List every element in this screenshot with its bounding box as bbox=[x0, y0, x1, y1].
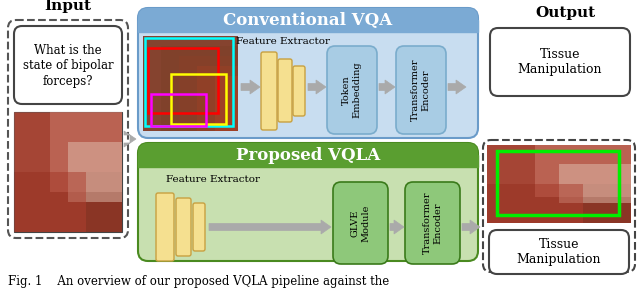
FancyBboxPatch shape bbox=[138, 8, 478, 138]
Bar bbox=[138, 20, 478, 32]
Polygon shape bbox=[241, 80, 260, 94]
FancyBboxPatch shape bbox=[405, 182, 460, 264]
Polygon shape bbox=[124, 131, 136, 147]
FancyBboxPatch shape bbox=[138, 8, 478, 32]
FancyBboxPatch shape bbox=[327, 46, 377, 134]
Bar bbox=[197, 66, 238, 131]
Bar bbox=[143, 36, 238, 131]
Bar bbox=[14, 172, 86, 232]
Text: GLVE
Module: GLVE Module bbox=[351, 204, 370, 242]
FancyBboxPatch shape bbox=[176, 198, 191, 256]
Text: Token
Embedding: Token Embedding bbox=[342, 62, 362, 118]
Text: Feature Extractor: Feature Extractor bbox=[166, 175, 260, 184]
Text: What is the
state of bipolar
forceps?: What is the state of bipolar forceps? bbox=[22, 44, 113, 88]
FancyBboxPatch shape bbox=[333, 182, 388, 264]
Text: Tissue
Manipulation: Tissue Manipulation bbox=[516, 238, 601, 266]
Bar bbox=[151, 94, 206, 126]
Bar bbox=[14, 112, 122, 172]
Polygon shape bbox=[448, 80, 466, 94]
Polygon shape bbox=[390, 220, 404, 234]
Bar bbox=[487, 184, 583, 223]
Text: Fig. 1    An overview of our proposed VQLA pipeline against the: Fig. 1 An overview of our proposed VQLA … bbox=[8, 276, 389, 289]
FancyBboxPatch shape bbox=[138, 143, 478, 261]
Bar bbox=[179, 56, 238, 131]
FancyBboxPatch shape bbox=[193, 203, 205, 251]
Bar bbox=[138, 155, 478, 167]
Text: Transformer
Encoder: Transformer Encoder bbox=[412, 59, 431, 121]
FancyBboxPatch shape bbox=[396, 46, 446, 134]
Text: Conventional VQA: Conventional VQA bbox=[223, 12, 392, 30]
Text: Input: Input bbox=[45, 0, 92, 13]
FancyBboxPatch shape bbox=[14, 26, 122, 104]
Bar bbox=[559, 164, 631, 203]
Bar bbox=[68, 142, 122, 202]
Text: Proposed VQLA: Proposed VQLA bbox=[236, 147, 380, 165]
FancyBboxPatch shape bbox=[293, 66, 305, 116]
FancyBboxPatch shape bbox=[138, 143, 478, 167]
Polygon shape bbox=[379, 80, 395, 94]
Bar bbox=[487, 145, 631, 184]
Bar bbox=[161, 46, 238, 131]
Text: Feature Extractor: Feature Extractor bbox=[236, 37, 330, 46]
Bar bbox=[487, 145, 631, 223]
Bar bbox=[171, 74, 226, 124]
FancyBboxPatch shape bbox=[261, 52, 277, 130]
Bar bbox=[215, 76, 238, 131]
FancyBboxPatch shape bbox=[278, 59, 292, 122]
FancyBboxPatch shape bbox=[483, 140, 635, 272]
Bar bbox=[535, 145, 631, 197]
Polygon shape bbox=[462, 220, 480, 234]
Bar bbox=[143, 36, 238, 131]
Bar bbox=[14, 112, 122, 232]
Bar bbox=[148, 48, 218, 113]
FancyBboxPatch shape bbox=[490, 28, 630, 96]
Bar bbox=[145, 38, 233, 126]
Bar bbox=[50, 112, 122, 192]
Bar bbox=[497, 151, 619, 215]
FancyBboxPatch shape bbox=[489, 230, 629, 274]
Text: Tissue
Manipulation: Tissue Manipulation bbox=[518, 48, 602, 76]
FancyBboxPatch shape bbox=[156, 193, 174, 261]
FancyBboxPatch shape bbox=[8, 20, 128, 238]
Polygon shape bbox=[209, 220, 331, 234]
Polygon shape bbox=[308, 80, 326, 94]
Text: Transformer
Encoder: Transformer Encoder bbox=[423, 192, 442, 254]
Text: Output: Output bbox=[535, 6, 595, 20]
